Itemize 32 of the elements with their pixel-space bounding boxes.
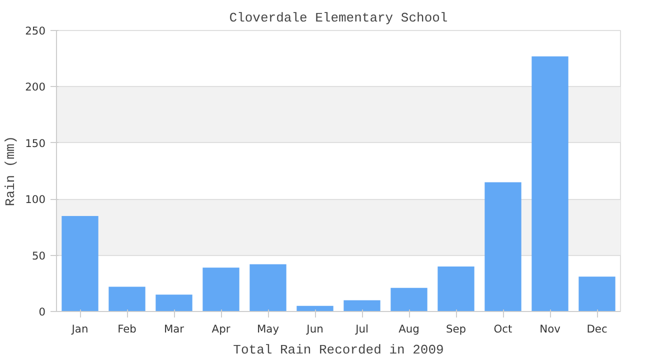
y-tick-label: 250 bbox=[25, 24, 46, 38]
x-tick-label: Apr bbox=[212, 322, 231, 336]
x-tick-label: Jan bbox=[70, 322, 88, 336]
bar bbox=[156, 294, 192, 312]
x-tick-label: Feb bbox=[118, 322, 137, 336]
y-tick-label: 200 bbox=[25, 80, 46, 94]
bar bbox=[438, 266, 474, 312]
y-tick-label: 0 bbox=[38, 306, 46, 318]
bar bbox=[250, 264, 286, 312]
x-tick-label: May bbox=[256, 322, 280, 336]
x-tick-label: Jun bbox=[306, 322, 324, 336]
x-tick-label: Oct bbox=[494, 322, 512, 336]
y-tick-label: 150 bbox=[25, 136, 46, 150]
bar bbox=[62, 216, 98, 312]
bar bbox=[390, 288, 428, 312]
bar bbox=[484, 182, 522, 312]
x-tick-label: Aug bbox=[398, 322, 420, 336]
chart-title: Cloverdale Elementary School bbox=[229, 10, 448, 26]
x-tick-label: Dec bbox=[586, 322, 608, 336]
x-tick-label: Jul bbox=[354, 322, 368, 336]
x-tick-label: Sep bbox=[446, 322, 466, 336]
x-axis-title: Total Rain Recorded in 2009 bbox=[233, 342, 444, 358]
bar bbox=[578, 276, 616, 312]
y-axis-title: Rain (mm) bbox=[3, 136, 18, 206]
y-tick-label: 100 bbox=[25, 193, 46, 206]
bar bbox=[108, 286, 146, 312]
bar bbox=[202, 268, 240, 312]
y-tick-label: 50 bbox=[32, 249, 46, 262]
bar bbox=[344, 300, 380, 312]
x-tick-label: Mar bbox=[164, 322, 185, 336]
bar bbox=[532, 56, 568, 312]
x-tick-label: Nov bbox=[540, 322, 560, 336]
